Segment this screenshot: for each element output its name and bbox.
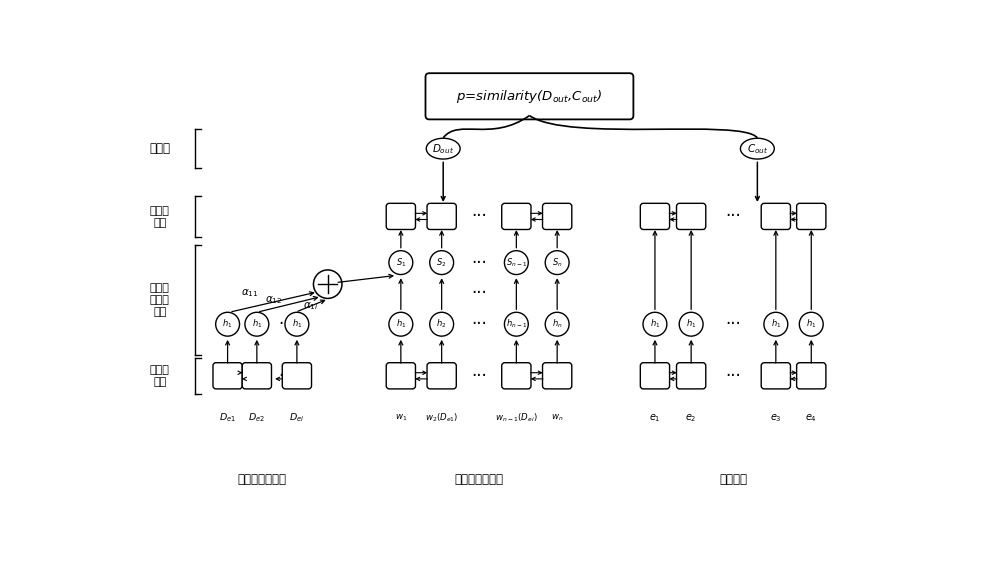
Text: $h_1$: $h_1$ (396, 318, 406, 331)
Text: $h_1$: $h_1$ (222, 318, 233, 331)
Text: $w_2(D_{e1})$: $w_2(D_{e1})$ (425, 412, 458, 424)
Circle shape (389, 312, 413, 336)
Text: $D_{out}$: $D_{out}$ (432, 142, 454, 155)
Text: ·: · (278, 367, 283, 385)
Circle shape (545, 312, 569, 336)
Text: $h_1$: $h_1$ (650, 318, 660, 331)
Text: $w_{n-1}(D_{ei})$: $w_{n-1}(D_{ei})$ (495, 412, 538, 424)
Text: ···: ··· (471, 367, 487, 385)
FancyBboxPatch shape (761, 203, 790, 229)
Text: $e_3$: $e_3$ (770, 412, 782, 424)
Text: 深层编
码层: 深层编 码层 (150, 206, 170, 228)
Circle shape (504, 251, 528, 275)
FancyBboxPatch shape (761, 363, 790, 389)
Text: $w_1$: $w_1$ (395, 413, 407, 423)
FancyBboxPatch shape (213, 363, 242, 389)
Text: $D_{e2}$: $D_{e2}$ (248, 412, 265, 424)
Text: $S_{n-1}$: $S_{n-1}$ (506, 257, 527, 269)
Text: $h_1$: $h_1$ (771, 318, 781, 331)
Text: 压缩后新闻文本: 压缩后新闻文本 (455, 473, 504, 486)
Ellipse shape (426, 138, 460, 159)
Circle shape (245, 312, 269, 336)
Text: $h_{n-1}$: $h_{n-1}$ (506, 318, 527, 331)
Text: $e_2$: $e_2$ (685, 412, 697, 424)
Circle shape (313, 270, 342, 298)
Text: 新闻中案件要素: 新闻中案件要素 (238, 473, 287, 486)
FancyBboxPatch shape (543, 363, 572, 389)
Text: ···: ··· (726, 315, 741, 333)
Text: $D_{e1}$: $D_{e1}$ (219, 412, 236, 424)
FancyBboxPatch shape (640, 203, 670, 229)
Circle shape (216, 312, 240, 336)
Circle shape (545, 251, 569, 275)
Text: 案件描述: 案件描述 (719, 473, 747, 486)
Text: $h_n$: $h_n$ (552, 318, 562, 331)
FancyBboxPatch shape (797, 363, 826, 389)
FancyBboxPatch shape (427, 363, 456, 389)
Text: $S_2$: $S_2$ (436, 257, 447, 269)
Text: $e_4$: $e_4$ (805, 412, 817, 424)
Text: $e_1$: $e_1$ (649, 412, 661, 424)
Text: $h_1$: $h_1$ (686, 318, 696, 331)
FancyBboxPatch shape (640, 363, 670, 389)
Text: $D_{ei}$: $D_{ei}$ (289, 412, 305, 424)
Text: $h_2$: $h_2$ (436, 318, 447, 331)
Text: $h_1$: $h_1$ (806, 318, 816, 331)
FancyBboxPatch shape (502, 363, 531, 389)
Text: $h_1$: $h_1$ (252, 318, 262, 331)
Circle shape (389, 251, 413, 275)
Text: 浅层编
码层: 浅层编 码层 (150, 364, 170, 387)
Circle shape (430, 312, 454, 336)
Text: $\alpha_{12}$: $\alpha_{12}$ (265, 294, 282, 306)
Text: ···: ··· (726, 367, 741, 385)
FancyBboxPatch shape (386, 203, 415, 229)
Text: $S_n$: $S_n$ (552, 257, 562, 269)
Circle shape (679, 312, 703, 336)
Text: 预测层: 预测层 (149, 142, 170, 155)
Text: ···: ··· (471, 315, 487, 333)
FancyBboxPatch shape (677, 363, 706, 389)
Text: ···: ··· (471, 284, 487, 302)
FancyBboxPatch shape (282, 363, 312, 389)
Text: ·: · (278, 315, 283, 333)
FancyBboxPatch shape (797, 203, 826, 229)
Circle shape (430, 251, 454, 275)
Text: $h_1$: $h_1$ (292, 318, 302, 331)
FancyBboxPatch shape (427, 203, 456, 229)
Text: $p$=similarity($D_{out}$,$C_{out}$): $p$=similarity($D_{out}$,$C_{out}$) (456, 88, 603, 105)
FancyBboxPatch shape (677, 203, 706, 229)
Text: $w_n$: $w_n$ (551, 413, 563, 423)
Text: ···: ··· (471, 207, 487, 225)
FancyBboxPatch shape (502, 203, 531, 229)
FancyBboxPatch shape (543, 203, 572, 229)
Text: ···: ··· (471, 254, 487, 272)
Text: $S_1$: $S_1$ (396, 257, 406, 269)
FancyBboxPatch shape (425, 73, 633, 119)
Circle shape (285, 312, 309, 336)
Text: $\alpha_{1i}$: $\alpha_{1i}$ (303, 300, 319, 312)
Text: $C_{out}$: $C_{out}$ (747, 142, 768, 155)
FancyBboxPatch shape (386, 363, 415, 389)
FancyBboxPatch shape (242, 363, 271, 389)
Circle shape (764, 312, 788, 336)
Text: ···: ··· (726, 207, 741, 225)
Text: 非对称
要素监
督层: 非对称 要素监 督层 (150, 282, 170, 318)
Circle shape (643, 312, 667, 336)
Text: $\alpha_{11}$: $\alpha_{11}$ (241, 287, 259, 299)
Circle shape (504, 312, 528, 336)
Ellipse shape (740, 138, 774, 159)
Circle shape (799, 312, 823, 336)
